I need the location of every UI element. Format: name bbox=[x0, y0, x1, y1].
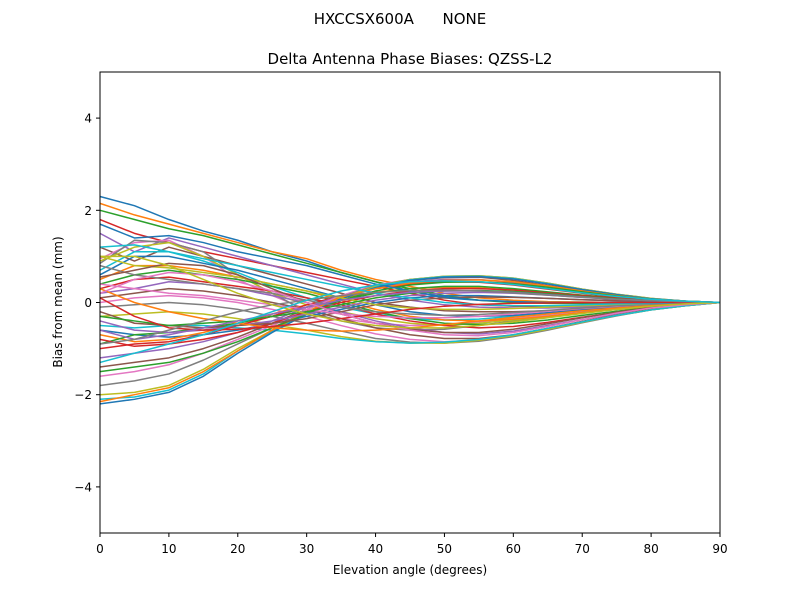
x-tick-label: 80 bbox=[643, 542, 658, 556]
y-tick-label: −2 bbox=[74, 388, 92, 402]
x-tick-label: 10 bbox=[161, 542, 176, 556]
series-line-31 bbox=[99, 275, 721, 405]
series-line-50 bbox=[99, 280, 721, 364]
series-line-49 bbox=[100, 255, 721, 329]
series-layer bbox=[99, 195, 721, 405]
x-tick-label: 40 bbox=[368, 542, 383, 556]
x-tick-label: 70 bbox=[575, 542, 590, 556]
x-tick-label: 0 bbox=[96, 542, 104, 556]
series-line-38 bbox=[99, 264, 721, 317]
x-tick-label: 60 bbox=[506, 542, 521, 556]
y-tick-label: −4 bbox=[74, 480, 92, 494]
figure-suptitle: HXCCSX600A NONE bbox=[314, 10, 486, 28]
y-tick-label: 4 bbox=[84, 112, 92, 126]
chart-title: Delta Antenna Phase Biases: QZSS-L2 bbox=[268, 50, 553, 68]
y-axis: −4 −2 0 2 4 bbox=[74, 112, 100, 494]
x-tick-label: 90 bbox=[712, 542, 727, 556]
x-axis-label: Elevation angle (degrees) bbox=[333, 563, 487, 577]
y-axis-label: Bias from mean (mm) bbox=[51, 236, 65, 367]
series-line-46 bbox=[99, 262, 721, 334]
y-tick-label: 2 bbox=[84, 204, 92, 218]
x-axis: 0 10 20 30 40 50 60 70 80 90 bbox=[96, 533, 728, 556]
x-tick-label: 30 bbox=[299, 542, 314, 556]
series-line-47 bbox=[99, 271, 721, 337]
y-tick-label: 0 bbox=[84, 296, 92, 310]
x-tick-label: 50 bbox=[437, 542, 452, 556]
x-tick-label: 20 bbox=[230, 542, 245, 556]
series-line-20 bbox=[99, 301, 721, 344]
series-line-48 bbox=[99, 289, 721, 345]
series-line-40 bbox=[99, 244, 721, 307]
series-line-44 bbox=[99, 297, 720, 331]
